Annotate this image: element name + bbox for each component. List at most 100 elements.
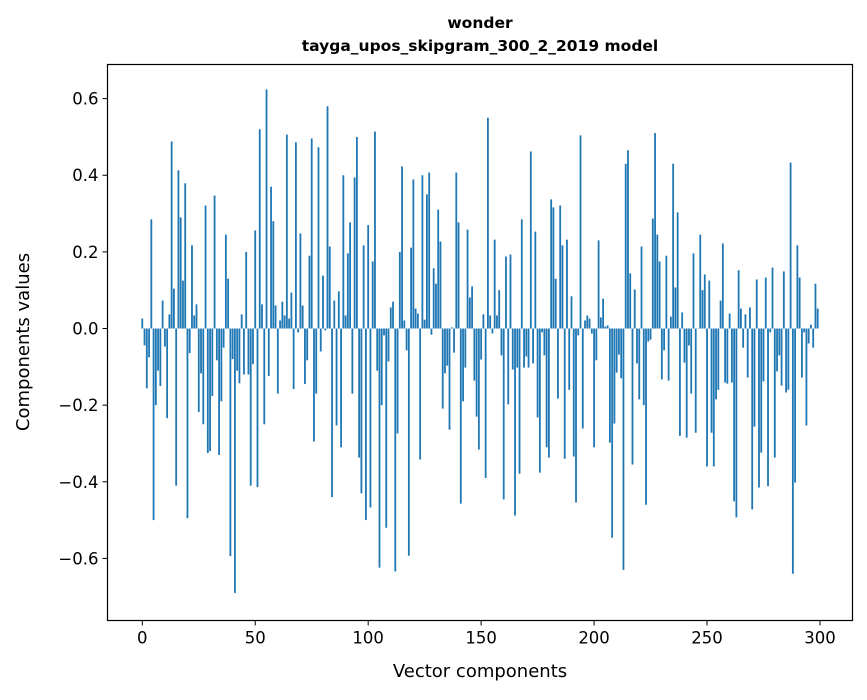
bar — [148, 329, 150, 358]
bar — [239, 329, 241, 384]
bar — [754, 329, 756, 427]
bars-group — [141, 89, 818, 593]
bar — [166, 329, 168, 419]
bar — [611, 329, 613, 538]
bar — [510, 255, 512, 329]
bar — [487, 118, 489, 329]
y-tick-label: −0.4 — [58, 473, 98, 492]
y-tick-label: 0.6 — [72, 90, 98, 109]
bar — [379, 329, 381, 568]
bar — [679, 329, 681, 436]
bar — [309, 256, 311, 329]
bar — [370, 329, 372, 508]
bar — [580, 135, 582, 328]
bar — [464, 329, 466, 368]
bar — [614, 329, 616, 424]
bar — [711, 329, 713, 433]
bar — [229, 329, 231, 557]
bar — [300, 233, 302, 328]
bar — [577, 329, 579, 336]
bar — [431, 329, 433, 335]
bar — [600, 317, 602, 328]
bar — [485, 329, 487, 478]
bar — [650, 329, 652, 340]
bar — [372, 261, 374, 328]
bar — [394, 329, 396, 572]
bar — [342, 175, 344, 328]
bar — [523, 329, 525, 368]
bar — [234, 329, 236, 593]
bar — [290, 292, 292, 328]
bar — [173, 289, 175, 329]
bar — [774, 329, 776, 458]
bar — [211, 329, 213, 396]
bar — [275, 306, 277, 329]
bar — [765, 278, 767, 329]
bar — [189, 329, 191, 354]
bar — [232, 329, 234, 360]
bar — [634, 289, 636, 328]
bar — [381, 329, 383, 406]
y-tick-label: −0.6 — [58, 549, 98, 568]
bar — [756, 279, 758, 328]
bar — [415, 309, 417, 329]
x-tick-label: 200 — [578, 629, 610, 648]
bar — [722, 243, 724, 328]
bar — [783, 271, 785, 328]
bar — [708, 281, 710, 329]
bar — [236, 329, 238, 371]
bar — [695, 329, 697, 433]
bar — [645, 329, 647, 505]
bar — [776, 329, 778, 372]
bar — [541, 329, 543, 333]
bar — [403, 320, 405, 328]
bar — [241, 314, 243, 328]
bar — [704, 274, 706, 328]
bar — [419, 329, 421, 460]
bar — [383, 329, 385, 336]
bar — [421, 175, 423, 328]
bar — [507, 329, 509, 405]
bar — [571, 296, 573, 328]
bar — [724, 329, 726, 383]
bar — [277, 329, 279, 394]
bar — [494, 240, 496, 329]
bar — [442, 329, 444, 409]
y-tick-label: 0.2 — [72, 243, 98, 262]
bar — [589, 319, 591, 329]
bar — [356, 137, 358, 329]
bar — [218, 329, 220, 455]
bar — [223, 329, 225, 348]
bar — [338, 291, 340, 328]
bar — [573, 329, 575, 457]
y-tick-label: 0.0 — [72, 320, 98, 339]
bar — [162, 301, 164, 329]
bar — [266, 89, 268, 328]
bar — [575, 329, 577, 503]
bar — [153, 329, 155, 521]
bar — [144, 329, 146, 346]
bar — [654, 133, 656, 328]
bar — [652, 219, 654, 329]
bar — [159, 329, 161, 386]
bar — [501, 329, 503, 356]
bar — [331, 329, 333, 498]
bar — [150, 219, 152, 328]
bar — [279, 320, 281, 328]
bar — [767, 329, 769, 487]
bar — [553, 207, 555, 328]
bar — [254, 230, 256, 328]
bar — [726, 329, 728, 384]
bar — [550, 199, 552, 328]
chart-subtitle: tayga_upos_skipgram_300_2_2019 model — [302, 37, 659, 55]
bar — [801, 329, 803, 378]
bar — [677, 212, 679, 328]
bar — [363, 245, 365, 328]
bar — [157, 329, 159, 371]
bar — [390, 307, 392, 328]
bar — [302, 306, 304, 329]
bar — [220, 329, 222, 402]
bar — [202, 329, 204, 425]
bar — [345, 315, 347, 328]
